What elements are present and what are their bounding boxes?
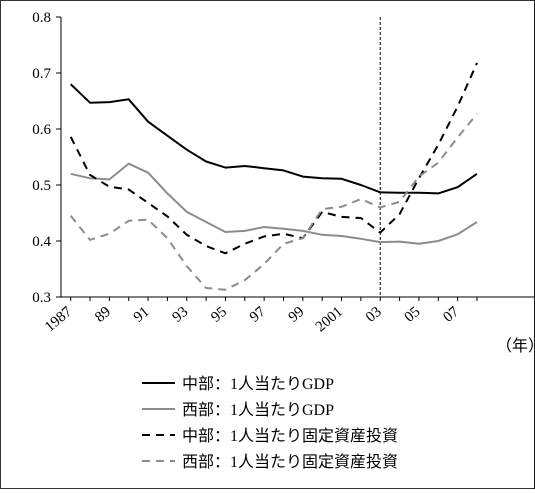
legend-label-3: 中部：1人当たり固定資産投資	[182, 427, 398, 445]
x-tick-label: 93	[170, 304, 192, 326]
series-line-4	[69, 113, 478, 291]
x-tick-label: 95	[208, 304, 230, 326]
legend: 中部：1人当たりGDP 西部：1人当たりGDP 中部：1人当たり固定資産投資西部：1…	[142, 375, 398, 471]
legend-label-2: 西部：1人当たりGDP	[182, 401, 334, 419]
x-tick-label: 07	[440, 303, 462, 325]
series-line-2	[70, 162, 478, 245]
legend-label-4: 西部：1人当たり固定資産投資	[182, 453, 398, 471]
x-tick-label: 03	[363, 304, 385, 326]
x-tick-label: 99	[286, 304, 308, 326]
series-line-1	[70, 83, 478, 195]
x-tick-label: 1987	[42, 303, 76, 335]
y-tick-label: 0.4	[32, 234, 51, 250]
y-tick-label: 0.5	[32, 178, 51, 194]
x-tick-label: 2001	[313, 304, 346, 336]
series-layer	[69, 62, 478, 291]
x-unit-label: （年）	[496, 337, 535, 355]
y-tick-label: 0.7	[32, 66, 51, 82]
legend-label-1: 中部：1人当たりGDP	[182, 375, 334, 393]
series-line-3	[69, 62, 478, 255]
axes: 0.3 0.4 0.5 0.6 0.7 0.8 1987 89 91 93 95 97 99 2001 03…	[32, 10, 535, 335]
x-tick-label: 97	[247, 303, 269, 325]
y-tick-label: 0.3	[32, 290, 51, 306]
y-tick-label: 0.8	[32, 10, 51, 26]
x-tick-label: 89	[92, 304, 114, 326]
x-tick-label: 91	[131, 304, 153, 326]
x-tick-label: 05	[402, 304, 424, 326]
y-tick-label: 0.6	[32, 122, 51, 138]
